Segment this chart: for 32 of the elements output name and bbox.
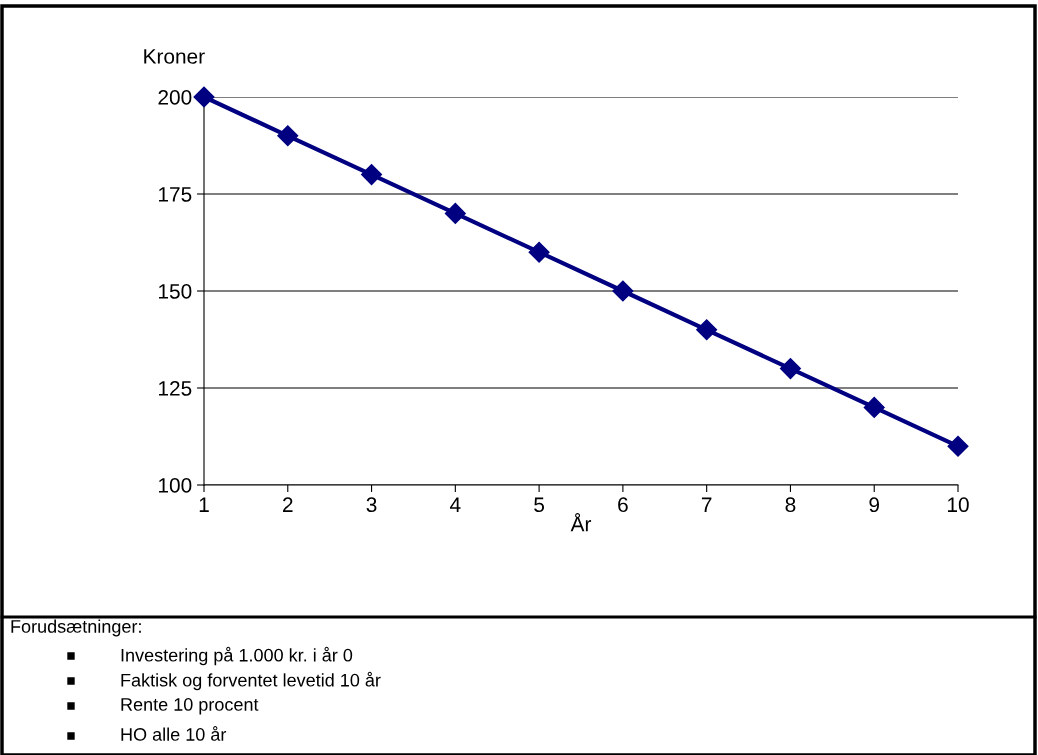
point <box>947 435 969 457</box>
x-tick-label: 9 <box>869 497 880 513</box>
x-tick-label: 5 <box>534 497 545 513</box>
x-tick-label: 7 <box>701 497 712 512</box>
y-tick-label: 125 <box>159 381 192 396</box>
text: Investering på 1.000 kr. i år 0 <box>121 646 353 666</box>
point <box>528 241 550 263</box>
y-axis-title: Kroner <box>144 49 205 64</box>
y-tick-label: 200 <box>158 90 192 105</box>
text: Forudsætninger: <box>11 619 141 637</box>
x-tick-label: 6 <box>618 497 628 513</box>
point <box>696 319 718 341</box>
text: Rente 10 procent <box>121 698 259 715</box>
x-tick-label: 2 <box>283 497 293 512</box>
x-tick-label: 4 <box>450 497 461 512</box>
point <box>779 358 801 380</box>
x-tick-label: 1 <box>199 497 209 512</box>
y-tick-label: 150 <box>159 284 192 299</box>
point <box>863 396 885 418</box>
text: HO alle 10 år <box>121 726 227 741</box>
x-axis-title: År <box>570 513 592 532</box>
text: Faktisk og forventet levetid 10 år <box>121 671 381 691</box>
x-tick-label: 10 <box>948 497 969 513</box>
x-tick-label: 3 <box>366 497 377 513</box>
point <box>361 164 383 186</box>
point <box>444 202 466 224</box>
y-tick-label: 175 <box>159 187 192 202</box>
y-tick-label: 100 <box>159 478 192 493</box>
point <box>612 280 634 302</box>
x-tick-label: 8 <box>785 497 796 513</box>
point <box>193 86 215 108</box>
point <box>277 125 299 147</box>
